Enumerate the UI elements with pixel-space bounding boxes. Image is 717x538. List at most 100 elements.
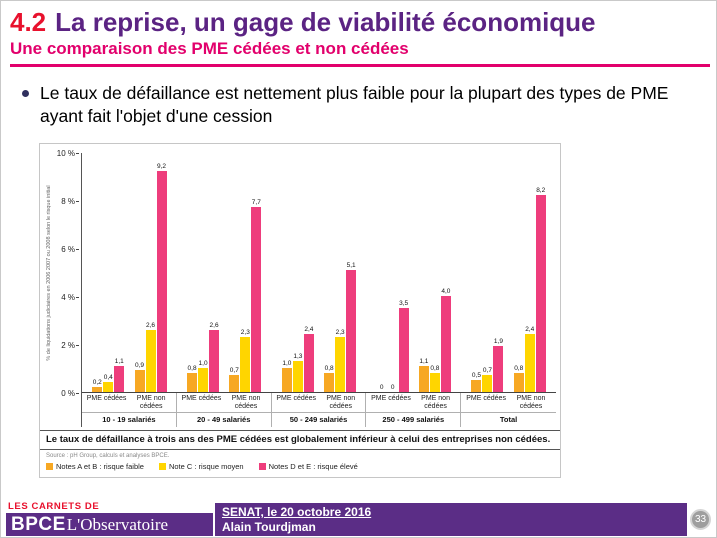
chart-figure: % de liquidations judiciaires en 2006 20… [39,143,561,479]
bar [482,375,493,392]
y-tick-label: 2 % [61,341,79,350]
bar [92,387,103,392]
brand-tagline: LES CARNETS DE [8,501,100,512]
bullet-text: Le taux de défaillance est nettement plu… [40,82,669,126]
bar-value-label: 0,8 [430,364,440,372]
bar-column: 8,2 [535,187,546,392]
group-label: 10 - 19 salariés [82,412,176,427]
bar-value-label: 0 [390,383,395,391]
bar [429,373,440,392]
group-labels: PME cédées PME non cédées Total [461,393,556,427]
bar [418,366,429,392]
bar-column: 1,9 [493,337,504,392]
chart-source: Source : pH Group, calculs et analyses B… [46,453,170,460]
page-number: 33 [694,514,707,525]
bar-value-label: 1,9 [493,337,503,345]
bar-cluster: 1,0 1,3 2,4 [281,326,314,392]
subgroup-label-row: PME cédées PME non cédées [82,393,176,412]
bar-group: 1,0 1,3 2,4 0,8 2,3 5,1 PME cédées PME non cédé… [271,153,367,428]
bar-group: 0,2 0,4 1,1 0,9 2,6 9,2 PME cédées PME non cédé… [82,153,177,428]
subgroup-label: PME non cédées [421,395,450,411]
bar [524,334,535,392]
bar-value-label: 0,8 [187,364,197,372]
bar-cluster: 0,2 0,4 1,1 [92,358,125,392]
bar-cluster: 0,9 2,6 9,2 [134,163,167,392]
bar [335,337,346,392]
bar-column: 1,0 [198,360,209,392]
event-title: SENAT, le 20 octobre 2016 [222,505,372,519]
legend-item: Notes D et E : risque élevé [258,462,358,472]
bar-column: 2,3 [335,329,346,392]
y-tick-label: 10 % [57,149,79,158]
page-number-badge: 33 [690,509,711,530]
bar [103,382,114,392]
subgroup-label: PME cédées [466,395,506,402]
bar-value-label: 2,6 [146,321,156,329]
bar-column: 0,8 [429,364,440,392]
bar-column: 0,8 [513,364,524,392]
bars-row: 0 0 3,5 1,1 0,8 4,0 [366,153,462,393]
subgroup-label-row: PME cédées PME non cédées [272,393,366,412]
legend-swatch [46,463,53,471]
y-tick-label: 0 % [61,389,79,398]
subgroup-label: PME cédées [86,395,127,402]
bullet-point: Le taux de défaillance est nettement plu… [22,82,716,128]
plot-area: 0,2 0,4 1,1 0,9 2,6 9,2 PME cédées PME non cédé… [81,153,556,428]
bar-column: 0,8 [187,364,198,392]
subgroup-label: PME non cédées [326,395,356,411]
subgroup-label: PME non cédées [516,395,546,411]
brand-name: BPCE [11,513,66,535]
bar-value-label: 0,9 [135,361,145,369]
subtitle: Une comparaison des PME cédées et non cé… [10,38,409,58]
bar [292,361,303,392]
bar [324,373,335,392]
bar-value-label: 1,1 [419,357,429,365]
bar-column: 2,6 [209,322,220,392]
bar-group: 0 0 3,5 1,1 0,8 4,0 PME cédées PME non cédées 25… [366,153,462,428]
bar-value-label: 0,8 [514,364,524,372]
bar-value-label: 5,1 [346,261,356,269]
bar-column: 4,0 [440,288,451,392]
legend-swatch [258,463,266,471]
bar-group: 0,8 1,0 2,6 0,7 2,3 7,7 PME cédées PME non cédé… [176,153,272,428]
bar-cluster: 0,8 2,3 5,1 [324,261,357,392]
bar [145,330,156,392]
title-text: La reprise, un gage de viabilité économi… [55,7,596,37]
bar [251,207,262,392]
chart-statement: Le taux de défaillance à trois ans des P… [40,430,560,451]
bar-value-label: 7,7 [251,198,261,206]
bar [187,373,198,392]
bar-value-label: 2,3 [240,328,250,336]
y-tick-label: 4 % [61,293,79,302]
bar-column: 0,8 [324,365,335,392]
bar-column: 0,9 [134,361,145,392]
group-labels: PME cédées PME non cédées 10 - 19 salariés [82,393,177,428]
bar-cluster: 0,8 1,0 2,6 [187,322,220,392]
bar-column: 5,1 [346,261,357,392]
subgroup-label: PME non cédées [231,395,261,411]
bar-column: 2,3 [240,328,251,392]
brand-suffix: L'Observatoire [66,514,169,534]
bar [229,375,240,392]
bar-column: 2,4 [303,326,314,392]
bar [513,373,524,392]
subgroup-label-row: PME cédées PME non cédées [177,393,271,412]
bar-column: 9,2 [156,163,167,392]
footer-banner: SENAT, le 20 octobre 2016 Alain Tourdjma… [215,503,687,536]
bar [114,366,125,392]
brand-logo: LES CARNETS DE BPCE L'Observatoire [6,501,213,536]
divider-rule [10,63,710,67]
slide-header: 4.2 La reprise, un gage de viabilité écon… [1,1,716,67]
group-label: 250 - 499 salariés [366,412,461,427]
bar-column: 0,2 [92,379,103,392]
legend-swatch [158,463,166,471]
legend-label: Notes D et E : risque élevé [268,462,358,472]
group-labels: PME cédées PME non cédées 20 - 49 salariés [176,393,272,428]
legend-item: Notes A et B : risque faible [46,462,144,471]
legend-label: Notes A et B : risque faible [56,462,144,472]
bars-row: 0,2 0,4 1,1 0,9 2,6 9,2 [82,153,177,393]
bar [281,368,292,392]
bar [493,346,504,392]
group-label: Total [461,412,556,427]
